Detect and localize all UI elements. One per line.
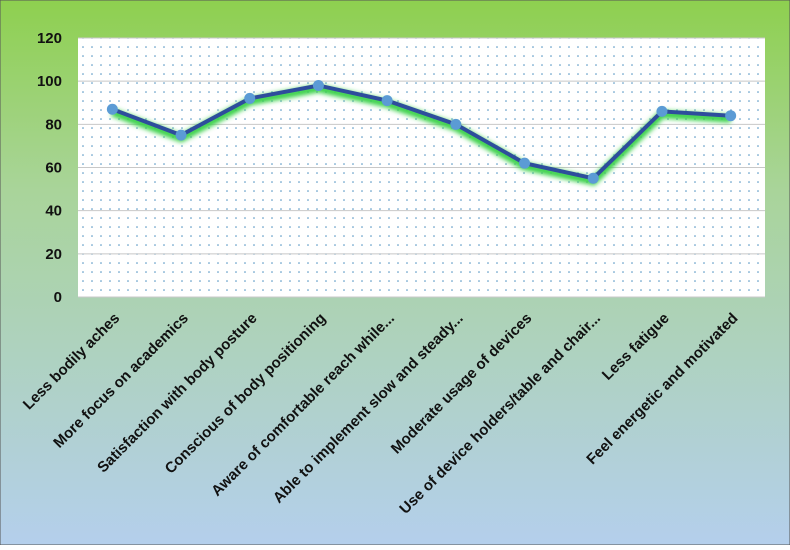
marker [106, 103, 118, 115]
line-glow [110, 84, 731, 186]
line [111, 83, 731, 181]
y-tick-label: 60 [45, 160, 62, 177]
y-tick-label: 100 [37, 73, 62, 90]
marker [175, 129, 187, 141]
marker [312, 79, 324, 91]
y-tick-label: 0 [54, 289, 62, 306]
y-tick-label: 120 [37, 30, 62, 47]
y-tick-label: 20 [45, 246, 62, 263]
marker [587, 172, 599, 184]
y-tick-label: 80 [45, 116, 62, 133]
marker [450, 118, 462, 130]
marker [519, 157, 531, 169]
marker [656, 105, 668, 117]
y-tick-label: 40 [45, 203, 62, 220]
marker [725, 110, 737, 122]
marker [244, 92, 256, 104]
marker [381, 95, 393, 107]
